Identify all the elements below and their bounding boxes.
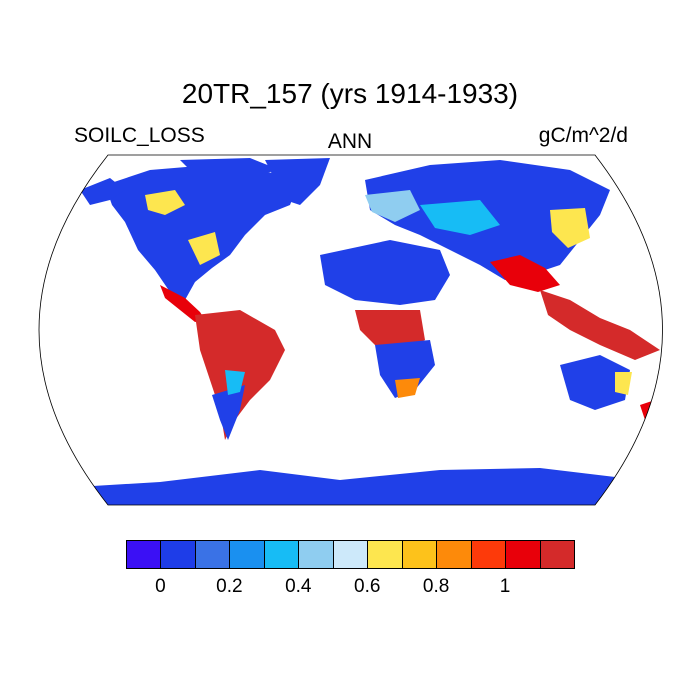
colorbar-box [401, 540, 438, 569]
north-america [105, 165, 300, 300]
north-africa [320, 240, 450, 305]
colorbar-box [505, 540, 541, 569]
central-asia-mid [420, 200, 500, 235]
south-america-south [212, 385, 245, 440]
north-america-hotspot [145, 190, 185, 215]
colorbar-box [332, 540, 369, 569]
colorbar-box [436, 540, 472, 569]
australia [560, 355, 630, 410]
south-asia-red [490, 255, 560, 292]
colorbar-box [367, 540, 403, 569]
colorbar-box [263, 540, 300, 569]
units-label: gC/m^2/d [538, 124, 628, 147]
colorbar-tick-label: 0.6 [354, 576, 381, 597]
season-label: ANN [327, 130, 373, 153]
antarctica [39, 468, 663, 505]
colorbar-box [194, 540, 231, 569]
colorbar-box [126, 540, 162, 569]
greenland [265, 158, 330, 205]
colorbar-tick-label: 1 [499, 576, 511, 597]
south-america-south-mid [225, 370, 245, 395]
australia-east [615, 372, 632, 395]
colorbar-box [539, 540, 575, 569]
southern-africa [375, 340, 435, 398]
colorbar-box [229, 540, 265, 569]
colorbar-tick-label: 0 [155, 576, 166, 597]
china-east-warm [550, 208, 590, 248]
central-africa [355, 310, 425, 350]
central-america [160, 285, 205, 322]
colorbar [126, 540, 575, 569]
canada-north [180, 158, 280, 178]
southern-africa-warm [395, 378, 420, 398]
colorbar-box [160, 540, 196, 569]
colorbar-tick-label: 0.4 [285, 576, 312, 597]
colorbar-box [298, 540, 334, 569]
new-zealand [640, 400, 660, 420]
map-outline [38, 154, 663, 506]
east-us-warm [188, 232, 220, 265]
southeast-asia [540, 290, 660, 360]
colorbar-tick-label: 0.8 [422, 576, 450, 597]
colorbar-tick-label: 0.2 [216, 576, 243, 597]
variable-label: SOILC_LOSS [74, 124, 205, 147]
colorbar-box [470, 540, 507, 569]
alaska-region [80, 178, 125, 205]
europe-light [365, 190, 420, 222]
plot-title: 20TR_157 (yrs 1914-1933) [181, 78, 519, 109]
